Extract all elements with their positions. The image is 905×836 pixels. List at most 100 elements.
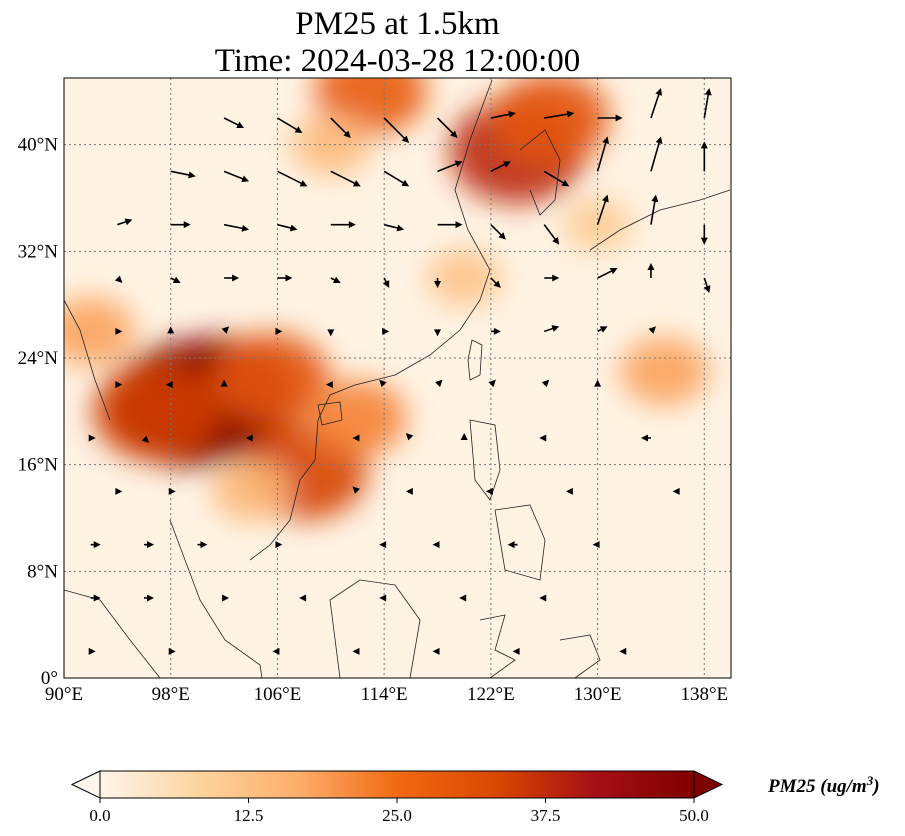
wind-arrow xyxy=(382,277,390,288)
wind-arrow xyxy=(432,647,440,655)
wind-arrow xyxy=(299,594,307,602)
wind-arrow xyxy=(168,487,176,495)
wind-arrow xyxy=(197,541,208,549)
wind-arrow xyxy=(650,136,663,172)
wind-arrow xyxy=(277,170,308,187)
lat-tick-label: 16°N xyxy=(18,455,59,476)
wind-arrow xyxy=(647,263,655,278)
wind-arrow xyxy=(223,170,250,182)
wind-arrow xyxy=(597,114,623,122)
wind-vectors xyxy=(88,88,712,655)
wind-arrow xyxy=(507,541,518,549)
lon-tick-label: 130°E xyxy=(574,684,622,705)
wind-arrow xyxy=(275,327,283,335)
wind-arrow xyxy=(379,541,387,549)
map-subtitle-time: Time: 2024-03-28 12:00:00 xyxy=(214,43,581,79)
wind-arrow xyxy=(650,194,659,225)
wind-arrow xyxy=(115,487,123,495)
wind-arrow xyxy=(90,594,101,602)
coastline-malay xyxy=(169,519,263,678)
colorbar-label: PM25 (ug/m3) xyxy=(767,773,880,798)
colorbar: 0.0 12.5 25.0 37.5 50.0 PM25 (ug/m3) xyxy=(70,770,880,825)
wind-arrow xyxy=(543,325,560,333)
wind-arrow xyxy=(539,594,547,602)
coastline-bay-bengal xyxy=(64,299,111,421)
lat-tick-label: 40°N xyxy=(18,135,59,156)
wind-arrow xyxy=(352,647,360,655)
gridlines xyxy=(64,78,731,678)
lat-tick-label: 0° xyxy=(41,668,58,689)
wind-arrow xyxy=(700,224,708,245)
wind-arrow xyxy=(115,381,123,389)
wind-arrow xyxy=(640,434,651,442)
map-title: PM25 at 1.5km xyxy=(295,6,500,42)
wind-arrow xyxy=(703,277,711,293)
coastline-sumatra xyxy=(64,589,161,678)
pm25-field xyxy=(64,78,709,522)
wind-arrow xyxy=(436,117,458,138)
coastline-borneo xyxy=(329,579,421,678)
lon-tick-labels: 90°E 98°E 106°E 114°E 122°E 130°E 138°E xyxy=(45,684,728,705)
wind-arrow xyxy=(223,117,245,128)
wind-arrow xyxy=(168,647,176,655)
lon-tick-label: 138°E xyxy=(680,684,728,705)
wind-arrow xyxy=(352,486,360,494)
wind-arrow xyxy=(700,141,708,172)
colorbar-tick-label: 12.5 xyxy=(234,806,264,825)
wind-arrow xyxy=(222,594,230,602)
wind-arrow xyxy=(437,221,463,229)
pm25-hotspot xyxy=(93,361,222,461)
wind-arrow xyxy=(594,379,602,387)
coastline-taiwan xyxy=(467,339,483,381)
wind-arrow xyxy=(277,117,303,133)
wind-arrow xyxy=(434,329,442,337)
wind-arrow xyxy=(330,117,351,138)
wind-arrow xyxy=(223,223,250,232)
wind-arrow xyxy=(383,117,410,143)
wind-arrow xyxy=(596,136,610,172)
wind-arrow xyxy=(220,379,228,387)
wind-arrow xyxy=(379,379,387,388)
coastline-sulawesi xyxy=(479,614,516,678)
wind-arrow xyxy=(512,647,520,655)
wind-arrow xyxy=(144,541,155,549)
wind-arrow xyxy=(275,541,283,549)
wind-arrow xyxy=(170,170,196,179)
wind-arrow xyxy=(592,541,600,549)
lat-tick-label: 8°N xyxy=(27,561,58,582)
wind-arrow xyxy=(277,223,298,232)
lon-tick-label: 98°E xyxy=(152,684,190,705)
wind-arrow xyxy=(117,218,133,226)
lat-tick-label: 32°N xyxy=(18,241,59,262)
colorbar-tick-label: 37.5 xyxy=(531,806,561,825)
wind-arrow xyxy=(245,434,253,442)
colorbar-max-extend xyxy=(693,770,724,799)
wind-arrow xyxy=(88,647,96,655)
wind-arrow xyxy=(672,487,680,495)
wind-arrow xyxy=(597,326,608,333)
wind-arrow xyxy=(272,647,280,655)
wind-arrow xyxy=(432,541,440,549)
wind-arrow xyxy=(383,170,410,187)
coastline-philippines-south xyxy=(494,504,546,581)
wind-arrow xyxy=(114,275,123,283)
colorbar-ticks: 0.0 12.5 25.0 37.5 50.0 xyxy=(89,798,709,825)
wind-arrow xyxy=(648,326,656,334)
map-frame xyxy=(63,77,732,679)
wind-arrow xyxy=(330,276,341,283)
lon-tick-label: 90°E xyxy=(45,684,83,705)
pm25-hotspot xyxy=(212,333,330,423)
coastlines xyxy=(64,79,731,678)
pm25-hotspot xyxy=(308,380,407,456)
wind-arrow xyxy=(330,221,356,229)
wind-arrow xyxy=(485,487,493,495)
wind-arrow xyxy=(437,160,463,173)
wind-arrow xyxy=(619,647,627,655)
wind-arrow xyxy=(597,268,618,279)
wind-arrow xyxy=(170,221,191,229)
wind-arrow xyxy=(405,487,413,495)
colorbar-tick-label: 0.0 xyxy=(89,806,110,825)
wind-arrow xyxy=(488,379,496,388)
wind-arrow xyxy=(327,329,335,337)
